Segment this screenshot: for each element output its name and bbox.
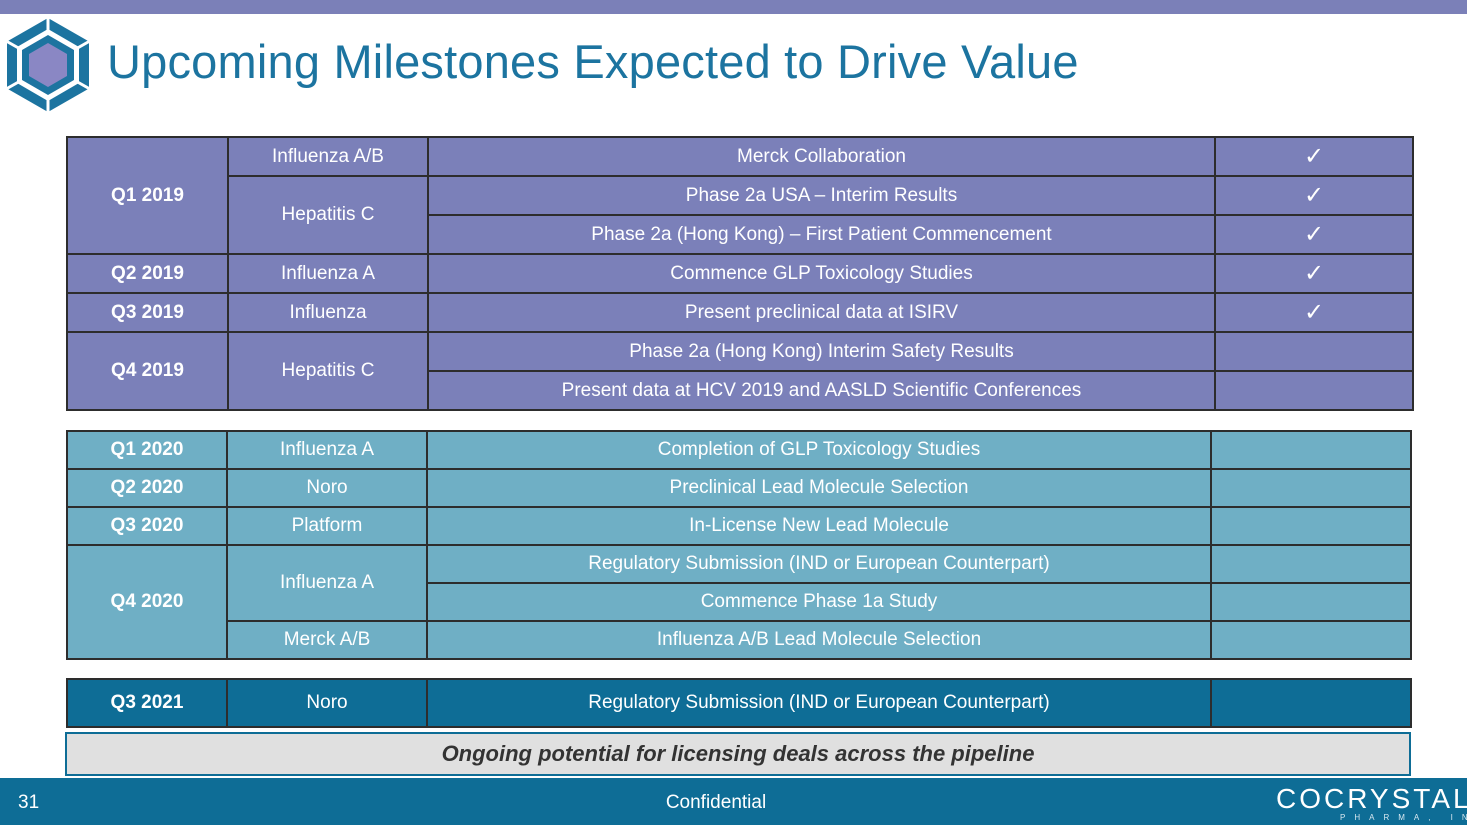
brand-subtitle: PHARMA, INC [1340, 813, 1467, 822]
milestone-cell: Preclinical Lead Molecule Selection [426, 468, 1212, 508]
milestone-cell: Regulatory Submission (IND or European C… [426, 678, 1212, 728]
table-row: Present data at HCV 2019 and AASLD Scien… [67, 370, 1414, 411]
table-row: Q3 2020 Platform In-License New Lead Mol… [66, 506, 1412, 546]
table-row: Commence Phase 1a Study [67, 582, 1412, 622]
status-cell [1210, 582, 1412, 622]
quarter-cell: Q2 2020 [66, 468, 228, 508]
check-icon: ✓ [1214, 253, 1414, 294]
quarter-cell: Q3 2019 [66, 292, 229, 333]
quarter-cell: Q3 2020 [66, 506, 228, 546]
milestone-cell: Commence GLP Toxicology Studies [427, 253, 1216, 294]
milestone-cell: Regulatory Submission (IND or European C… [426, 544, 1212, 584]
milestones-2020-table: Q1 2020 Influenza A Completion of GLP To… [66, 430, 1412, 660]
table-row: Q3 2019 Influenza Present preclinical da… [66, 292, 1414, 333]
milestone-cell: Completion of GLP Toxicology Studies [426, 430, 1212, 470]
milestones-2019-table: Q1 2019 Influenza A/B Merck Collaboratio… [66, 136, 1414, 411]
indication-cell: Influenza A [227, 253, 429, 294]
quarter-cell: Q3 2021 [66, 678, 228, 728]
company-logo: COCRYSTAL PHARMA, INC [1276, 783, 1467, 822]
table-row: Q3 2021 Noro Regulatory Submission (IND … [66, 678, 1412, 728]
table-row: Hepatitis C Phase 2a USA – Interim Resul… [67, 175, 1414, 255]
table-row: Q2 2020 Noro Preclinical Lead Molecule S… [66, 468, 1412, 508]
status-cell [1214, 370, 1414, 411]
quarter-cell: Q1 2019 [66, 136, 229, 255]
table-row: Phase 2a (Hong Kong) – First Patient Com… [67, 214, 1414, 255]
check-icon: ✓ [1214, 136, 1414, 177]
milestone-cell: Phase 2a USA – Interim Results [427, 175, 1216, 216]
status-cell [1210, 620, 1412, 660]
table-row: Merck A/B Influenza A/B Lead Molecule Se… [67, 620, 1412, 660]
quarter-cell: Q1 2020 [66, 430, 228, 470]
table-row: Q1 2020 Influenza A Completion of GLP To… [66, 430, 1412, 470]
milestones-2021-table: Q3 2021 Noro Regulatory Submission (IND … [66, 678, 1412, 728]
table-row: Q2 2019 Influenza A Commence GLP Toxicol… [66, 253, 1414, 294]
status-cell [1214, 331, 1414, 372]
indication-cell: Noro [226, 468, 428, 508]
milestone-cell: Present preclinical data at ISIRV [427, 292, 1216, 333]
check-icon: ✓ [1214, 214, 1414, 255]
status-cell [1210, 506, 1412, 546]
indication-cell: Hepatitis C [227, 331, 429, 411]
indication-cell: Merck A/B [226, 620, 428, 660]
page-title: Upcoming Milestones Expected to Drive Va… [107, 35, 1079, 88]
confidential-label: Confidential [665, 792, 767, 813]
cocrystal-hexagon-logo [6, 18, 90, 112]
status-cell [1210, 544, 1412, 584]
indication-cell: Influenza A [226, 544, 428, 622]
milestone-cell: Present data at HCV 2019 and AASLD Scien… [427, 370, 1216, 411]
milestone-cell: Merck Collaboration [427, 136, 1216, 177]
check-icon: ✓ [1214, 175, 1414, 216]
table-row: Q1 2019 Influenza A/B Merck Collaboratio… [66, 136, 1414, 255]
milestone-cell: Influenza A/B Lead Molecule Selection [426, 620, 1212, 660]
footer-bar [0, 778, 1467, 825]
indication-cell: Hepatitis C [227, 175, 429, 255]
indication-cell: Influenza [227, 292, 429, 333]
status-cell [1210, 678, 1412, 728]
page-number: 31 [18, 792, 40, 813]
status-cell [1210, 430, 1412, 470]
indication-cell: Influenza A/B [227, 136, 429, 177]
header-bar [0, 0, 1467, 14]
indication-cell: Platform [226, 506, 428, 546]
status-cell [1210, 468, 1412, 508]
milestone-cell: Phase 2a (Hong Kong) Interim Safety Resu… [427, 331, 1216, 372]
milestone-cell: Phase 2a (Hong Kong) – First Patient Com… [427, 214, 1216, 255]
milestone-cell: In-License New Lead Molecule [426, 506, 1212, 546]
licensing-note: Ongoing potential for licensing deals ac… [65, 732, 1411, 776]
indication-cell: Noro [226, 678, 428, 728]
table-row: Q4 2020 Influenza A Regulatory Submissio… [66, 544, 1412, 660]
brand-name: COCRYSTAL [1276, 783, 1467, 814]
check-icon: ✓ [1214, 292, 1414, 333]
quarter-cell: Q4 2020 [66, 544, 228, 660]
table-row: Q4 2019 Hepatitis C Phase 2a (Hong Kong)… [66, 331, 1414, 411]
quarter-cell: Q2 2019 [66, 253, 229, 294]
milestone-cell: Commence Phase 1a Study [426, 582, 1212, 622]
indication-cell: Influenza A [226, 430, 428, 470]
quarter-cell: Q4 2019 [66, 331, 229, 411]
